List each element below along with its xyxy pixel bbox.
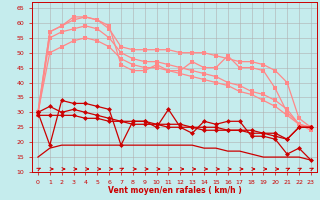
X-axis label: Vent moyen/en rafales ( km/h ): Vent moyen/en rafales ( km/h ) (108, 186, 241, 195)
